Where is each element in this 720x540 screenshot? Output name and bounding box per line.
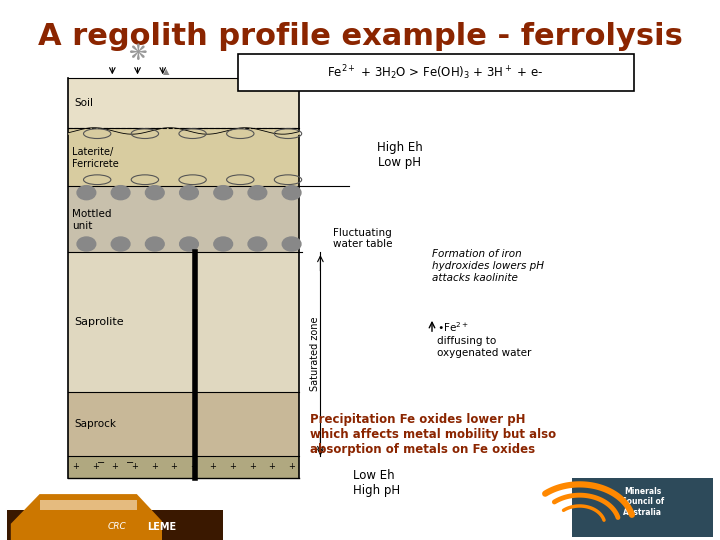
Polygon shape (40, 500, 137, 510)
Text: Fluctuating
water table: Fluctuating water table (333, 228, 393, 249)
Text: Low Eh
High pH: Low Eh High pH (353, 469, 400, 497)
Circle shape (248, 186, 266, 200)
Text: CRC: CRC (107, 522, 126, 531)
Bar (68, 78, 299, 128)
Text: $\bullet$Fe$^{2+}$
diffusing to
oxygenated water: $\bullet$Fe$^{2+}$ diffusing to oxygenat… (437, 321, 531, 357)
Text: +: + (112, 462, 118, 471)
Text: +: + (210, 462, 217, 471)
Circle shape (248, 237, 266, 251)
Text: LEME: LEME (148, 522, 176, 531)
Text: +: + (269, 462, 276, 471)
Bar (68, 129, 299, 186)
FancyBboxPatch shape (238, 54, 634, 91)
Text: A regolith profile example - ferrolysis: A regolith profile example - ferrolysis (37, 22, 683, 51)
Circle shape (214, 237, 233, 251)
Text: Fe$^{2+}$ + 3H$_2$O > Fe(OH)$_3$ + 3H$^+$ + e-: Fe$^{2+}$ + 3H$_2$O > Fe(OH)$_3$ + 3H$^+… (328, 63, 544, 82)
Bar (68, 456, 299, 478)
Text: Saprock: Saprock (74, 419, 116, 429)
Bar (68, 392, 299, 456)
Text: ❋: ❋ (128, 44, 147, 64)
Text: +: + (288, 462, 295, 471)
Text: High Eh
Low pH: High Eh Low pH (377, 140, 423, 168)
Bar (7, 510, 223, 540)
Text: Laterite/
Ferricrete: Laterite/ Ferricrete (72, 147, 119, 169)
Text: Saturated zone: Saturated zone (310, 317, 320, 392)
Text: +: + (190, 462, 197, 471)
Circle shape (77, 186, 96, 200)
Circle shape (145, 186, 164, 200)
Bar (68, 252, 299, 392)
Circle shape (282, 237, 301, 251)
Text: Minerals
Council of
Australia: Minerals Council of Australia (621, 487, 665, 517)
Text: Saprolite: Saprolite (74, 317, 124, 327)
Circle shape (282, 186, 301, 200)
Circle shape (145, 237, 164, 251)
Text: −: − (125, 457, 134, 468)
Text: Precipitation Fe oxides lower pH
which affects metal mobility but also
absorptio: Precipitation Fe oxides lower pH which a… (310, 413, 556, 456)
Text: Soil: Soil (74, 98, 93, 109)
Circle shape (111, 186, 130, 200)
Text: ▲: ▲ (163, 66, 170, 76)
Text: +: + (91, 462, 99, 471)
Text: +: + (229, 462, 236, 471)
Bar (572, 478, 713, 537)
Text: +: + (249, 462, 256, 471)
Text: −: − (96, 457, 105, 468)
Polygon shape (11, 494, 162, 540)
Text: Mottled
unit: Mottled unit (72, 210, 112, 231)
Text: +: + (150, 462, 158, 471)
Circle shape (180, 237, 198, 251)
Circle shape (111, 237, 130, 251)
Circle shape (180, 186, 198, 200)
Bar (68, 186, 299, 252)
Text: Formation of iron
hydroxides lowers pH
attacks kaolinite: Formation of iron hydroxides lowers pH a… (432, 249, 544, 282)
Circle shape (214, 186, 233, 200)
Text: +: + (72, 462, 79, 471)
Text: +: + (171, 462, 177, 471)
Circle shape (77, 237, 96, 251)
Text: +: + (131, 462, 138, 471)
